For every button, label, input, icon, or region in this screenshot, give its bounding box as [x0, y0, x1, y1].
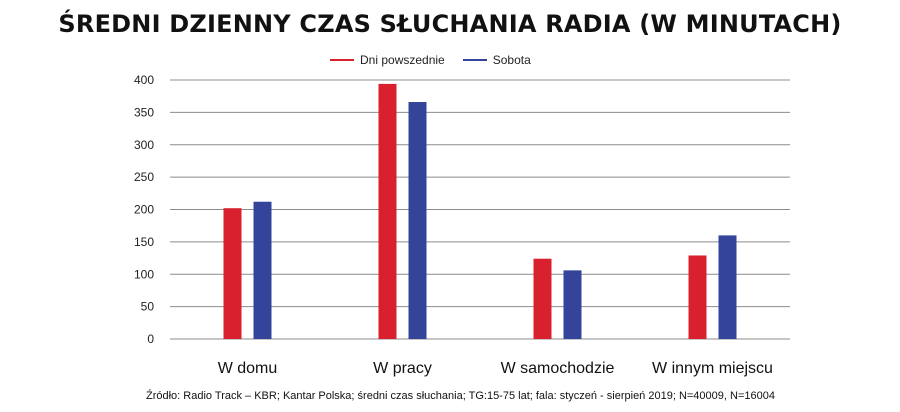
legend-item-saturday: Sobota — [462, 53, 531, 67]
x-tick-label: W samochodzie — [501, 360, 615, 377]
legend-swatch-weekdays — [330, 59, 354, 61]
legend-item-weekdays: Dni powszednie — [330, 53, 445, 67]
bar-saturday-0 — [253, 201, 272, 339]
x-tick-label: W innym miejscu — [652, 360, 773, 377]
y-tick-label: 400 — [134, 73, 154, 87]
legend: Dni powszednie Sobota — [330, 53, 531, 67]
y-tick-label: 250 — [134, 170, 154, 184]
bar-weekdays-1 — [378, 83, 397, 339]
y-tick-label: 200 — [134, 203, 154, 217]
x-tick-label: W domu — [218, 360, 278, 377]
legend-label-weekdays: Dni powszednie — [360, 53, 445, 67]
y-tick-label: 50 — [141, 300, 155, 314]
bar-saturday-1 — [408, 102, 427, 339]
source-note: Źródło: Radio Track – KBR; Kantar Polska… — [146, 390, 775, 402]
bar-weekdays-2 — [533, 258, 552, 339]
y-tick-label: 150 — [134, 235, 154, 249]
y-tick-label: 100 — [134, 267, 154, 281]
y-tick-label: 0 — [147, 332, 154, 346]
legend-label-saturday: Sobota — [492, 53, 531, 67]
bar-weekdays-3 — [688, 255, 707, 339]
chart-title: ŚREDNI DZIENNY CZAS SŁUCHANIA RADIA (W M… — [58, 10, 842, 38]
x-tick-label: W pracy — [373, 360, 432, 377]
bar-saturday-2 — [563, 270, 582, 339]
bar-saturday-3 — [718, 235, 737, 339]
y-tick-label: 350 — [134, 105, 154, 119]
y-tick-label: 300 — [134, 138, 154, 152]
bar-weekdays-0 — [223, 208, 242, 339]
legend-swatch-saturday — [462, 59, 487, 61]
